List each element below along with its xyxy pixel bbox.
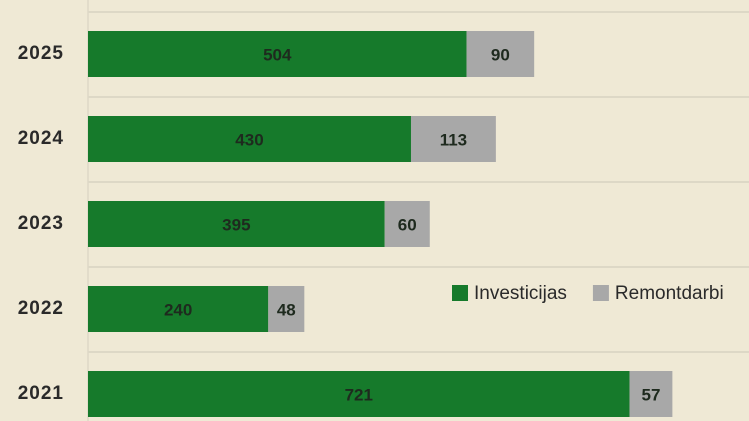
data-label: 721 [345, 385, 373, 404]
y-tick-label: 2024 [18, 128, 64, 149]
data-label: 240 [164, 300, 192, 319]
bar-segment [88, 371, 630, 417]
bar-segment [410, 116, 496, 162]
bar-segment [268, 286, 305, 332]
y-tick-label: 2025 [18, 43, 64, 64]
data-label: 430 [235, 130, 263, 149]
y-tick-label: 2022 [18, 298, 64, 319]
bar-segment [629, 371, 673, 417]
data-label: 113 [440, 130, 467, 149]
bar-segment [88, 201, 385, 247]
bar-segment [88, 286, 269, 332]
y-tick-label: 2021 [18, 383, 64, 404]
legend-label: Investicijas [474, 283, 567, 304]
bar-segment [466, 31, 535, 77]
data-label: 57 [642, 385, 661, 404]
bar-segment [88, 116, 411, 162]
data-label: 90 [491, 45, 510, 64]
bar-segment [88, 31, 467, 77]
bar-segment [384, 201, 430, 247]
legend-swatch [592, 285, 609, 301]
y-tick-label: 2023 [18, 213, 64, 234]
data-label: 48 [277, 300, 296, 319]
data-label: 395 [222, 215, 250, 234]
legend-label: Remontdarbi [615, 283, 724, 304]
data-label: 504 [263, 45, 292, 64]
data-label: 60 [398, 215, 417, 234]
legend-swatch [452, 285, 468, 301]
